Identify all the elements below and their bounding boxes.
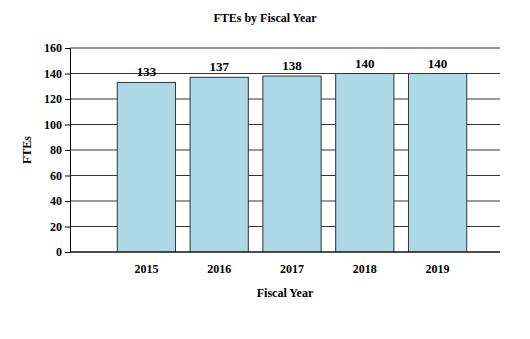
y-axis-title: FTEs (20, 136, 34, 164)
bar (408, 74, 466, 253)
y-tick-mark (65, 150, 70, 151)
y-tick: 120 (44, 92, 70, 106)
y-tick: 0 (56, 245, 70, 259)
x-tick-label: 2015 (134, 262, 158, 276)
x-tick: 2018 (353, 252, 377, 276)
grid (70, 48, 500, 252)
bar (263, 76, 321, 252)
y-tick-label: 0 (56, 245, 62, 259)
y-tick-label: 20 (50, 220, 62, 234)
x-axis-title: Fiscal Year (257, 286, 314, 300)
y-tick: 160 (44, 41, 70, 55)
y-tick: 100 (44, 118, 70, 132)
y-tick-label: 80 (50, 143, 62, 157)
x-tick-label: 2018 (353, 262, 377, 276)
x-tick-label: 2016 (207, 262, 231, 276)
bars (117, 74, 466, 253)
y-tick-mark (65, 227, 70, 228)
y-tick: 40 (50, 194, 70, 208)
title: FTEs by Fiscal Year (213, 11, 317, 25)
y-axis: 0 20 40 60 80 100 120 140 160 (44, 41, 71, 259)
y-tick: 140 (44, 67, 70, 81)
y-tick: 60 (50, 169, 70, 183)
x-tick: 2017 (280, 252, 304, 276)
grid-line (70, 48, 500, 49)
y-tick-label: 160 (44, 41, 62, 55)
x-tick: 2015 (134, 252, 158, 276)
x-tick: 2019 (426, 252, 450, 276)
y-tick-mark (65, 48, 70, 49)
chart: 133 137 138 140 140 0 20 40 60 80 100 120 140 160 2015… (0, 0, 530, 339)
x-axis: 2015 2016 2017 2018 2019 (70, 252, 500, 276)
plot-area: 133 137 138 140 140 0 20 40 60 80 100 120 140 160 2015… (44, 41, 500, 275)
bar (117, 82, 175, 252)
y-tick-mark (65, 99, 70, 100)
data-labels: 133 137 138 140 140 (137, 56, 448, 80)
y-tick-label: 100 (44, 118, 62, 132)
data-label: 138 (282, 58, 302, 73)
data-label: 137 (209, 59, 229, 74)
x-tick-label: 2019 (426, 262, 450, 276)
y-tick-mark (65, 125, 70, 126)
bar (336, 74, 394, 253)
bar (190, 77, 248, 252)
y-tick-label: 60 (50, 169, 62, 183)
data-label: 140 (428, 56, 448, 71)
y-tick-label: 40 (50, 194, 62, 208)
y-tick: 80 (50, 143, 70, 157)
x-tick-label: 2017 (280, 262, 304, 276)
data-label: 133 (137, 64, 157, 79)
y-tick-mark (65, 176, 70, 177)
y-axis-line (65, 49, 71, 253)
x-tick: 2016 (207, 252, 231, 276)
y-tick-mark (65, 201, 70, 202)
y-tick-mark (65, 74, 70, 75)
y-tick: 20 (50, 220, 70, 234)
y-tick-label: 120 (44, 92, 62, 106)
data-label: 140 (355, 56, 375, 71)
y-tick-mark (65, 252, 70, 253)
y-tick-label: 140 (44, 67, 62, 81)
x-axis-line (70, 252, 500, 253)
grid-line (70, 252, 500, 253)
